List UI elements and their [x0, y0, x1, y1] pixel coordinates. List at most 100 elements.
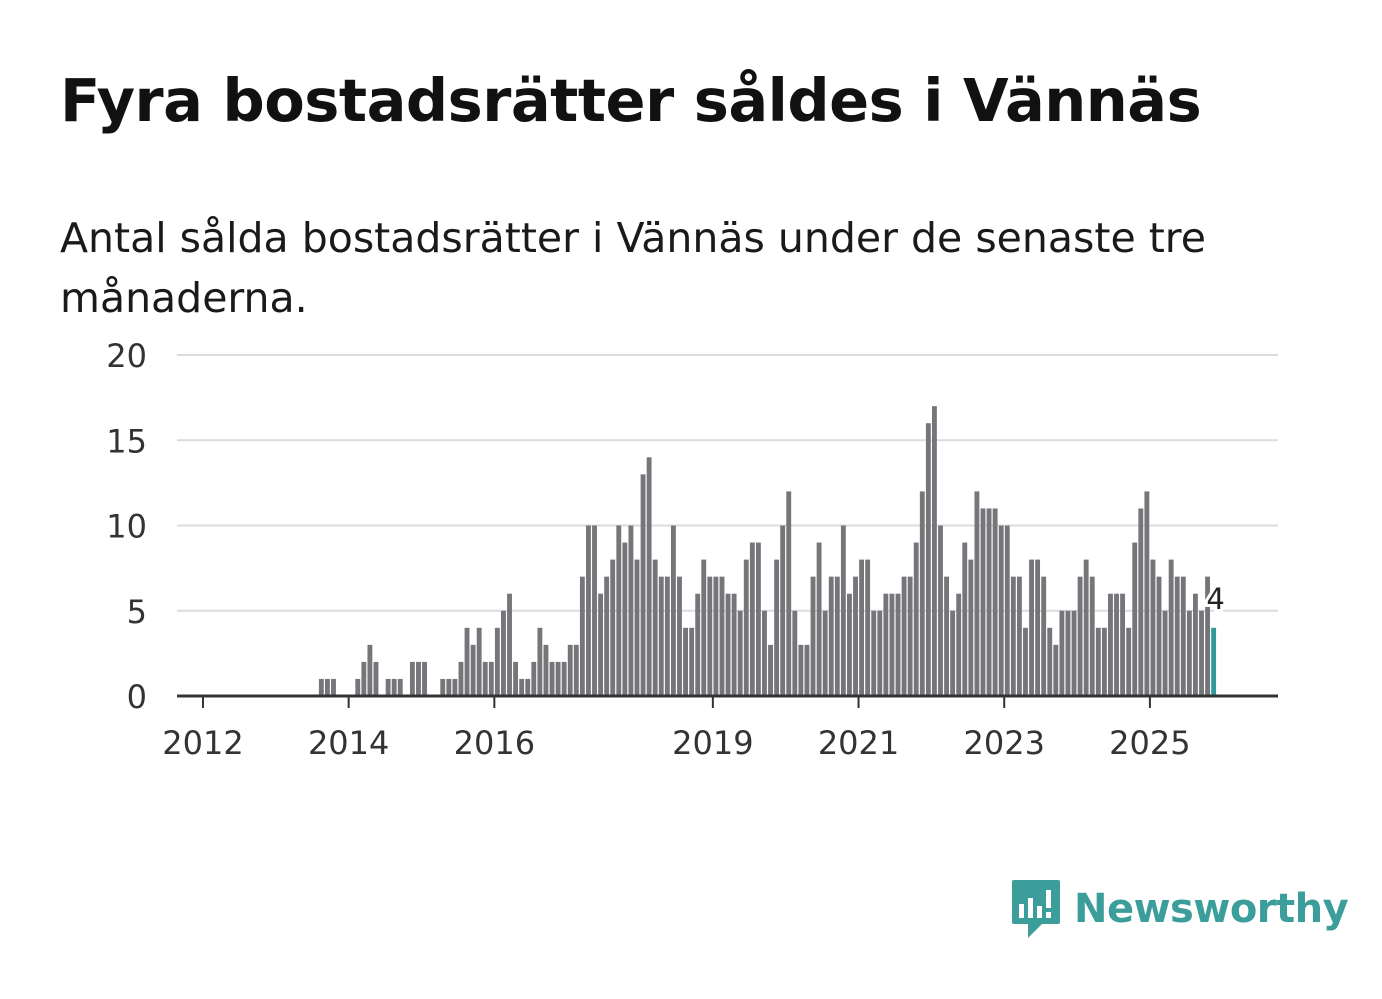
bar	[573, 644, 579, 696]
bar	[828, 576, 834, 696]
bar	[895, 593, 901, 696]
y-tick-label: 15	[106, 422, 147, 460]
bar	[780, 525, 786, 696]
brand-name: Newsworthy	[1074, 886, 1349, 932]
bar	[859, 559, 865, 696]
bar	[567, 644, 573, 696]
bar	[701, 559, 707, 696]
bar	[1065, 610, 1071, 696]
bar	[1047, 627, 1053, 696]
bar	[956, 593, 962, 696]
bar	[810, 576, 816, 696]
bar	[1108, 593, 1113, 696]
bar	[1120, 593, 1126, 696]
bar	[1059, 610, 1065, 696]
chart-title: Fyra bostadsrätter såldes i Vännäs	[60, 66, 1202, 135]
bar	[1144, 491, 1150, 696]
bar	[416, 661, 421, 696]
bar	[579, 576, 585, 696]
bar	[719, 576, 725, 696]
bar	[1010, 576, 1016, 696]
bar	[1035, 559, 1041, 696]
bar	[713, 576, 719, 696]
bar	[1174, 576, 1180, 696]
x-tick-label: 2025	[1109, 724, 1190, 762]
bar	[755, 542, 761, 696]
grid-lines	[177, 354, 1278, 612]
bar	[1004, 525, 1010, 696]
bar	[658, 576, 664, 696]
bar	[768, 644, 773, 696]
bar	[422, 661, 427, 696]
bar	[962, 542, 968, 696]
bar	[464, 627, 470, 696]
bar	[470, 644, 476, 696]
bar	[840, 525, 846, 696]
bar	[677, 576, 682, 696]
x-tick-label: 2016	[454, 724, 535, 762]
bar	[440, 678, 446, 696]
bar	[640, 474, 646, 696]
bar	[652, 559, 658, 696]
bar	[786, 491, 792, 696]
bar	[1041, 576, 1047, 696]
bar	[1186, 610, 1192, 696]
bar	[409, 661, 415, 696]
bar	[1150, 559, 1156, 696]
bar	[616, 525, 622, 696]
bar	[731, 593, 737, 696]
bar	[931, 406, 937, 696]
bar	[555, 661, 561, 696]
bar	[913, 542, 919, 696]
bar	[361, 661, 367, 696]
bar	[519, 678, 525, 696]
bar	[664, 576, 670, 696]
bar	[707, 576, 713, 696]
bar	[531, 661, 537, 696]
bar	[749, 542, 755, 696]
chart-subtitle: Antal sålda bostadsrätter i Vännäs under…	[60, 214, 1206, 322]
bar	[822, 610, 828, 696]
x-tick-label: 2019	[672, 724, 753, 762]
x-tick-label: 2023	[964, 724, 1045, 762]
bar	[452, 678, 458, 696]
bar	[907, 576, 913, 696]
axes: 0 5 10 15 20 2012 2014 2016 2019 2021 2023 2025 4	[106, 337, 1278, 762]
bar	[980, 508, 986, 696]
bar	[610, 559, 616, 696]
y-tick-label: 10	[106, 508, 147, 546]
bar	[798, 644, 804, 696]
bar	[1023, 627, 1028, 696]
x-tick-label: 2014	[308, 724, 389, 762]
bar	[1138, 508, 1144, 696]
bar	[1114, 593, 1119, 696]
bar	[458, 661, 464, 696]
bar	[543, 644, 549, 696]
bar	[737, 610, 743, 696]
bar	[1089, 576, 1095, 696]
bar	[391, 678, 397, 696]
bar	[1053, 644, 1059, 696]
bar	[683, 627, 688, 696]
bar	[561, 661, 567, 696]
bar	[1016, 576, 1022, 696]
bar	[792, 610, 798, 696]
bar	[482, 661, 488, 696]
bar	[1071, 610, 1077, 696]
y-tick-label: 5	[127, 593, 147, 631]
bar	[1077, 576, 1083, 696]
bar	[1083, 559, 1089, 696]
bar	[689, 627, 695, 696]
bar	[968, 559, 974, 696]
bar	[1180, 576, 1186, 696]
bar	[1095, 627, 1101, 696]
bar	[507, 593, 512, 696]
bar	[1205, 576, 1210, 696]
bar	[494, 627, 500, 696]
bar	[1132, 542, 1138, 696]
bar	[670, 525, 676, 696]
bar	[944, 576, 949, 696]
bar	[901, 576, 907, 696]
bar	[331, 678, 336, 696]
bar	[938, 525, 943, 696]
